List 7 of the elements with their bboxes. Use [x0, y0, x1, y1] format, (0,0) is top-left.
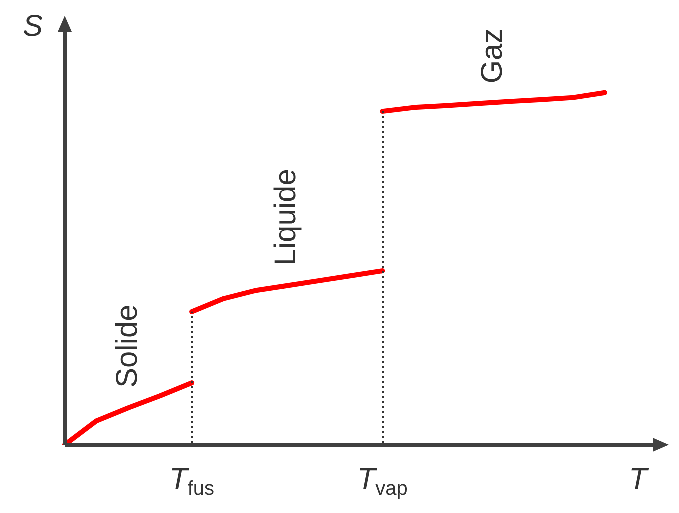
x-tick-label: T$_{fus}$	[170, 463, 215, 500]
x-axis-title: T	[629, 463, 648, 497]
text: Solide	[110, 304, 144, 388]
y-axis-title: S	[23, 10, 44, 44]
text: Gaz	[476, 28, 510, 84]
text: Liquide	[270, 169, 303, 266]
x-tick-label: T$_{vap}$	[357, 463, 408, 500]
